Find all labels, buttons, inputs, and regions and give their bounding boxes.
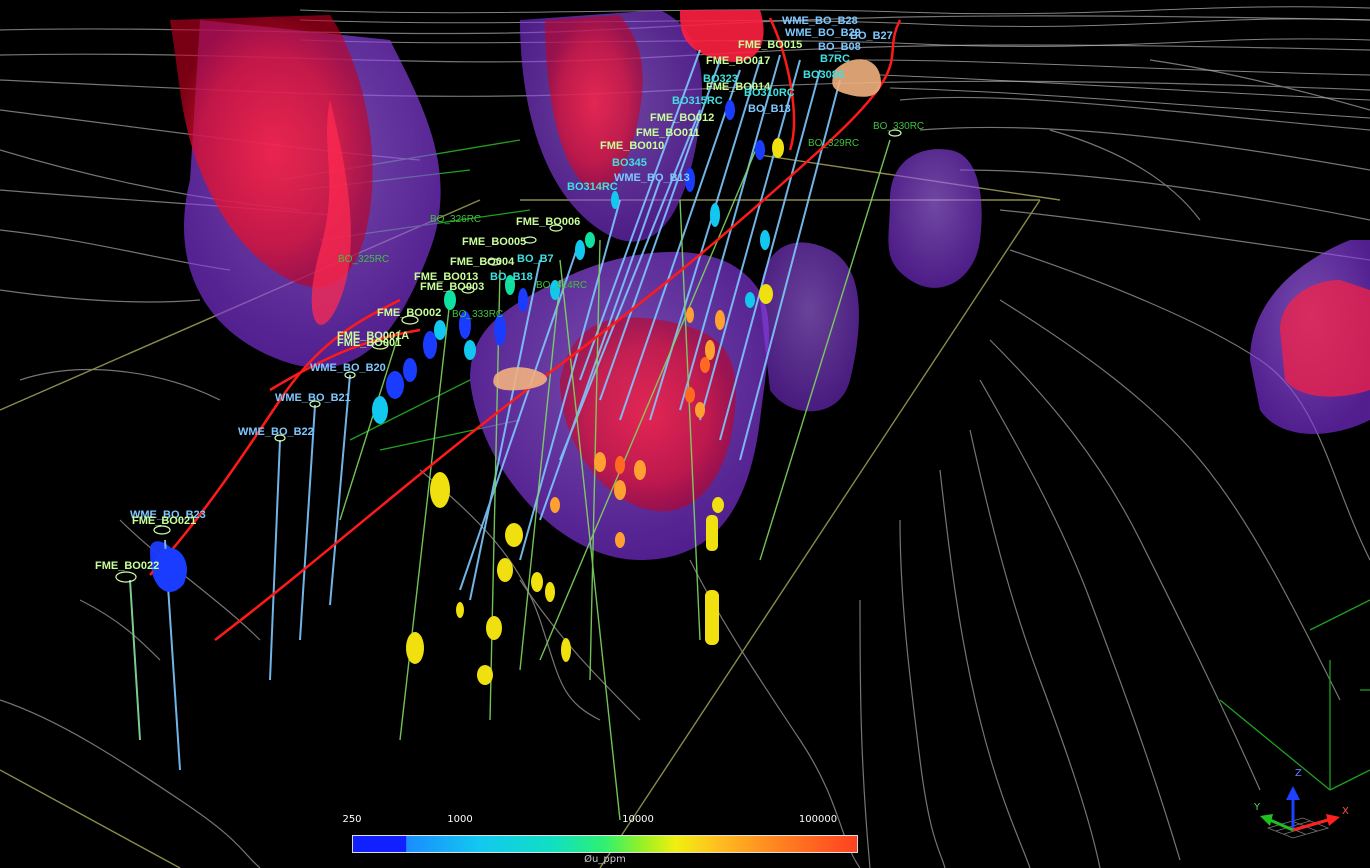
- hole-label: WME_BO_B21: [275, 392, 351, 404]
- hole-label: FME_BO004: [450, 256, 515, 268]
- hole-label: BO_333RC: [452, 309, 503, 320]
- legend-tick: 100000: [799, 814, 837, 825]
- hole-label: FME_BO021: [132, 515, 196, 527]
- hole-label: WME_BO_B28: [782, 15, 858, 27]
- hole-label: FME_BO011: [636, 127, 700, 139]
- legend-tick: 1000: [447, 814, 472, 825]
- axis-x-label: X: [1342, 806, 1349, 817]
- color-legend: 250 1000 10000 100000 Øu_ppm: [340, 810, 870, 868]
- section-lines: [280, 140, 1370, 790]
- hole-label: BO_B7: [517, 253, 554, 265]
- hole-label: WME_BO_B13: [614, 172, 690, 184]
- hole-label: BO310RC: [744, 87, 795, 99]
- legend-title: Øu_ppm: [340, 854, 870, 865]
- axis-y-label: Y: [1253, 802, 1261, 813]
- axis-z-label: Z: [1295, 768, 1302, 779]
- hole-label: BO315RC: [672, 95, 723, 107]
- hole-label: BO_B18: [490, 271, 533, 283]
- hole-label: FME_BO022: [95, 560, 159, 572]
- hole-label: FME_BO006: [516, 216, 580, 228]
- hole-label: FME_BO005: [462, 236, 526, 248]
- hole-label: BO_329RC: [808, 138, 859, 149]
- hole-label: FME_BO001: [337, 337, 401, 349]
- hole-label: FME_BO015: [738, 39, 802, 51]
- hole-label: BO_324RC: [536, 280, 587, 291]
- legend-tick: 250: [342, 814, 361, 825]
- hole-label: BO_B13: [748, 103, 791, 115]
- axis-orientation-icon: Z X Y: [1248, 760, 1358, 850]
- hole-label: FME_BO017: [706, 55, 770, 67]
- hole-label: BO_326RC: [430, 214, 481, 225]
- hole-label: FME_BO012: [650, 112, 714, 124]
- hole-label: WME_BO_B22: [238, 426, 314, 438]
- hole-label: WME_BO_B20: [310, 362, 386, 374]
- legend-tick: 10000: [622, 814, 654, 825]
- hole-label: BO_325RC: [338, 254, 389, 265]
- hole-label: BO_330RC: [873, 121, 924, 132]
- hole-label: FME_BO010: [600, 140, 664, 152]
- hole-label: FME_BO002: [377, 307, 441, 319]
- hole-label: BO3086: [803, 69, 844, 81]
- hole-label: BO_B08: [818, 41, 861, 53]
- hole-label: FME_BO003: [420, 281, 484, 293]
- legend-color-bar: [352, 835, 858, 853]
- hole-label: B7RC: [820, 53, 850, 65]
- hole-label: BO345: [612, 157, 647, 169]
- hole-label: BO314RC: [567, 181, 618, 193]
